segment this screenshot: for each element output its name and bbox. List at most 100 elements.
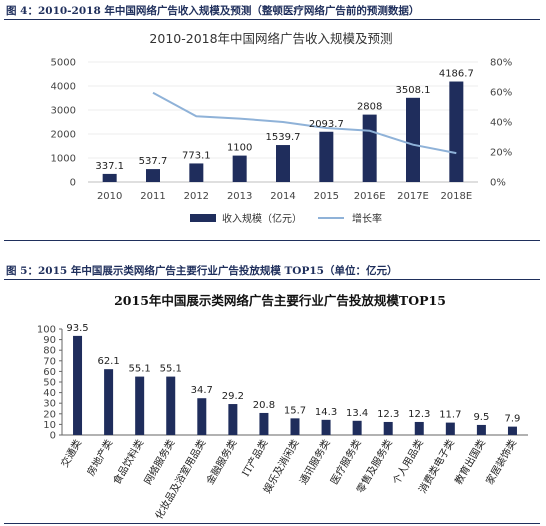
data-label: 62.1 xyxy=(97,356,119,367)
bar xyxy=(102,173,117,182)
y-tick-label: 80 xyxy=(43,346,56,357)
data-label: 14.3 xyxy=(315,407,337,418)
y2-tick-label: 0% xyxy=(490,178,506,189)
legend-bar-label: 收入规模（亿元） xyxy=(222,212,302,225)
data-label: 93.5 xyxy=(66,323,88,334)
x-category-label: 交通类 xyxy=(58,437,84,469)
legend-bar-swatch xyxy=(190,214,216,222)
x-category-label: 家居装饰类 xyxy=(483,437,519,487)
x-category-label: 金融服务类 xyxy=(203,437,239,487)
x-tick-label: 2017E xyxy=(397,191,429,202)
bar xyxy=(406,97,420,182)
x-category-label: 教育出国类 xyxy=(452,437,488,487)
data-label: 3508.1 xyxy=(396,85,431,96)
x-tick-label: 2014 xyxy=(270,191,295,202)
bar xyxy=(507,426,517,435)
x-tick-label: 2016E xyxy=(354,191,386,202)
y-tick-label: 50 xyxy=(43,378,56,389)
y2-tick-label: 20% xyxy=(490,148,512,159)
bar xyxy=(476,424,486,435)
y-tick-label: 0 xyxy=(70,178,76,189)
data-label: 537.7 xyxy=(139,156,168,167)
data-label: 13.4 xyxy=(346,408,368,419)
bar xyxy=(449,81,464,182)
bar xyxy=(383,421,393,435)
bar xyxy=(228,404,238,435)
data-label: 34.7 xyxy=(191,385,213,396)
x-category-label: 食品饮料类 xyxy=(110,437,146,487)
data-label: 2808 xyxy=(357,102,382,113)
y-tick-label: 60 xyxy=(43,367,56,378)
y2-tick-label: 80% xyxy=(490,58,512,69)
y-tick-label: 90 xyxy=(43,335,56,346)
data-label: 11.7 xyxy=(439,410,461,421)
x-category-label: 通讯服务类 xyxy=(296,437,332,487)
legend-line-label: 增长率 xyxy=(352,212,382,225)
bar xyxy=(319,131,334,182)
y2-tick-label: 40% xyxy=(490,118,512,129)
y2-tick-label: 60% xyxy=(490,88,512,99)
y-tick-label: 1000 xyxy=(51,154,76,165)
bar xyxy=(414,421,424,435)
y-tick-label: 2000 xyxy=(51,130,76,141)
bar xyxy=(73,335,83,435)
chart-display-ad-top15: 2015年中国展示类网络广告主要行业广告投放规模TOP15 0102030405… xyxy=(37,293,528,521)
bar xyxy=(135,376,145,435)
x-tick-label: 2013 xyxy=(227,191,252,202)
bar xyxy=(189,163,204,182)
bar xyxy=(362,114,377,182)
bar xyxy=(290,418,300,435)
bar xyxy=(352,420,362,435)
figure5-caption-rule xyxy=(4,279,540,280)
data-label: 9.5 xyxy=(473,412,489,423)
data-label: 20.8 xyxy=(253,400,275,411)
data-label: 12.3 xyxy=(408,409,430,420)
data-label: 12.3 xyxy=(377,409,399,420)
figure4-caption: 图 4：2010-2018 年中国网络广告收入规模及预测（整顿医疗网络广告前的预… xyxy=(6,5,420,17)
data-label: 29.2 xyxy=(222,391,244,402)
data-label: 1539.7 xyxy=(266,132,301,143)
x-category-label: 房地产类 xyxy=(84,437,115,478)
data-label: 2093.7 xyxy=(309,119,344,130)
x-category-label: IT产品类 xyxy=(239,437,271,479)
x-category-label: 医疗服务类 xyxy=(327,437,363,487)
bar xyxy=(276,145,290,182)
bar xyxy=(445,422,455,435)
chart1-legend: 收入规模（亿元） 增长率 xyxy=(190,212,382,225)
figure5-bottom-rule xyxy=(4,523,540,524)
figure4-caption-rule xyxy=(4,19,540,20)
y-tick-label: 20 xyxy=(43,409,56,420)
data-label: 337.1 xyxy=(95,161,124,172)
data-label: 55.1 xyxy=(160,364,182,375)
y-tick-label: 10 xyxy=(43,420,56,431)
y-tick-label: 70 xyxy=(43,356,56,367)
bar xyxy=(197,398,207,435)
y-tick-label: 30 xyxy=(43,399,56,410)
figure4-bottom-rule xyxy=(4,240,540,241)
figure5-caption: 图 5：2015 年中国展示类网络广告主要行业广告投放规模 TOP15（单位：亿… xyxy=(6,265,398,277)
bar xyxy=(166,376,176,435)
x-tick-label: 2018E xyxy=(440,191,472,202)
y-tick-label: 40 xyxy=(43,388,56,399)
x-tick-label: 2012 xyxy=(184,191,209,202)
bar xyxy=(104,369,114,435)
y-tick-label: 0 xyxy=(50,431,56,442)
chart1-title: 2010-2018年中国网络广告收入规模及预测 xyxy=(149,31,392,46)
y-tick-label: 100 xyxy=(37,325,56,336)
y-tick-label: 5000 xyxy=(51,58,76,69)
x-category-label: 网络服务类 xyxy=(141,437,177,487)
chart2-title: 2015年中国展示类网络广告主要行业广告投放规模TOP15 xyxy=(114,293,446,308)
data-label: 7.9 xyxy=(505,414,521,425)
x-tick-label: 2010 xyxy=(97,191,122,202)
data-label: 15.7 xyxy=(284,405,306,416)
chart-network-ad-revenue: 2010-2018年中国网络广告收入规模及预测 0 1000 2000 3000 400… xyxy=(51,31,513,225)
x-tick-label: 2015 xyxy=(314,191,339,202)
data-label: 55.1 xyxy=(129,364,151,375)
bar xyxy=(259,412,269,435)
x-tick-label: 2011 xyxy=(140,191,165,202)
y-tick-label: 3000 xyxy=(51,106,76,117)
bar xyxy=(146,169,160,182)
bar xyxy=(232,155,247,182)
data-label: 773.1 xyxy=(182,150,211,161)
data-label: 1100 xyxy=(227,143,252,154)
